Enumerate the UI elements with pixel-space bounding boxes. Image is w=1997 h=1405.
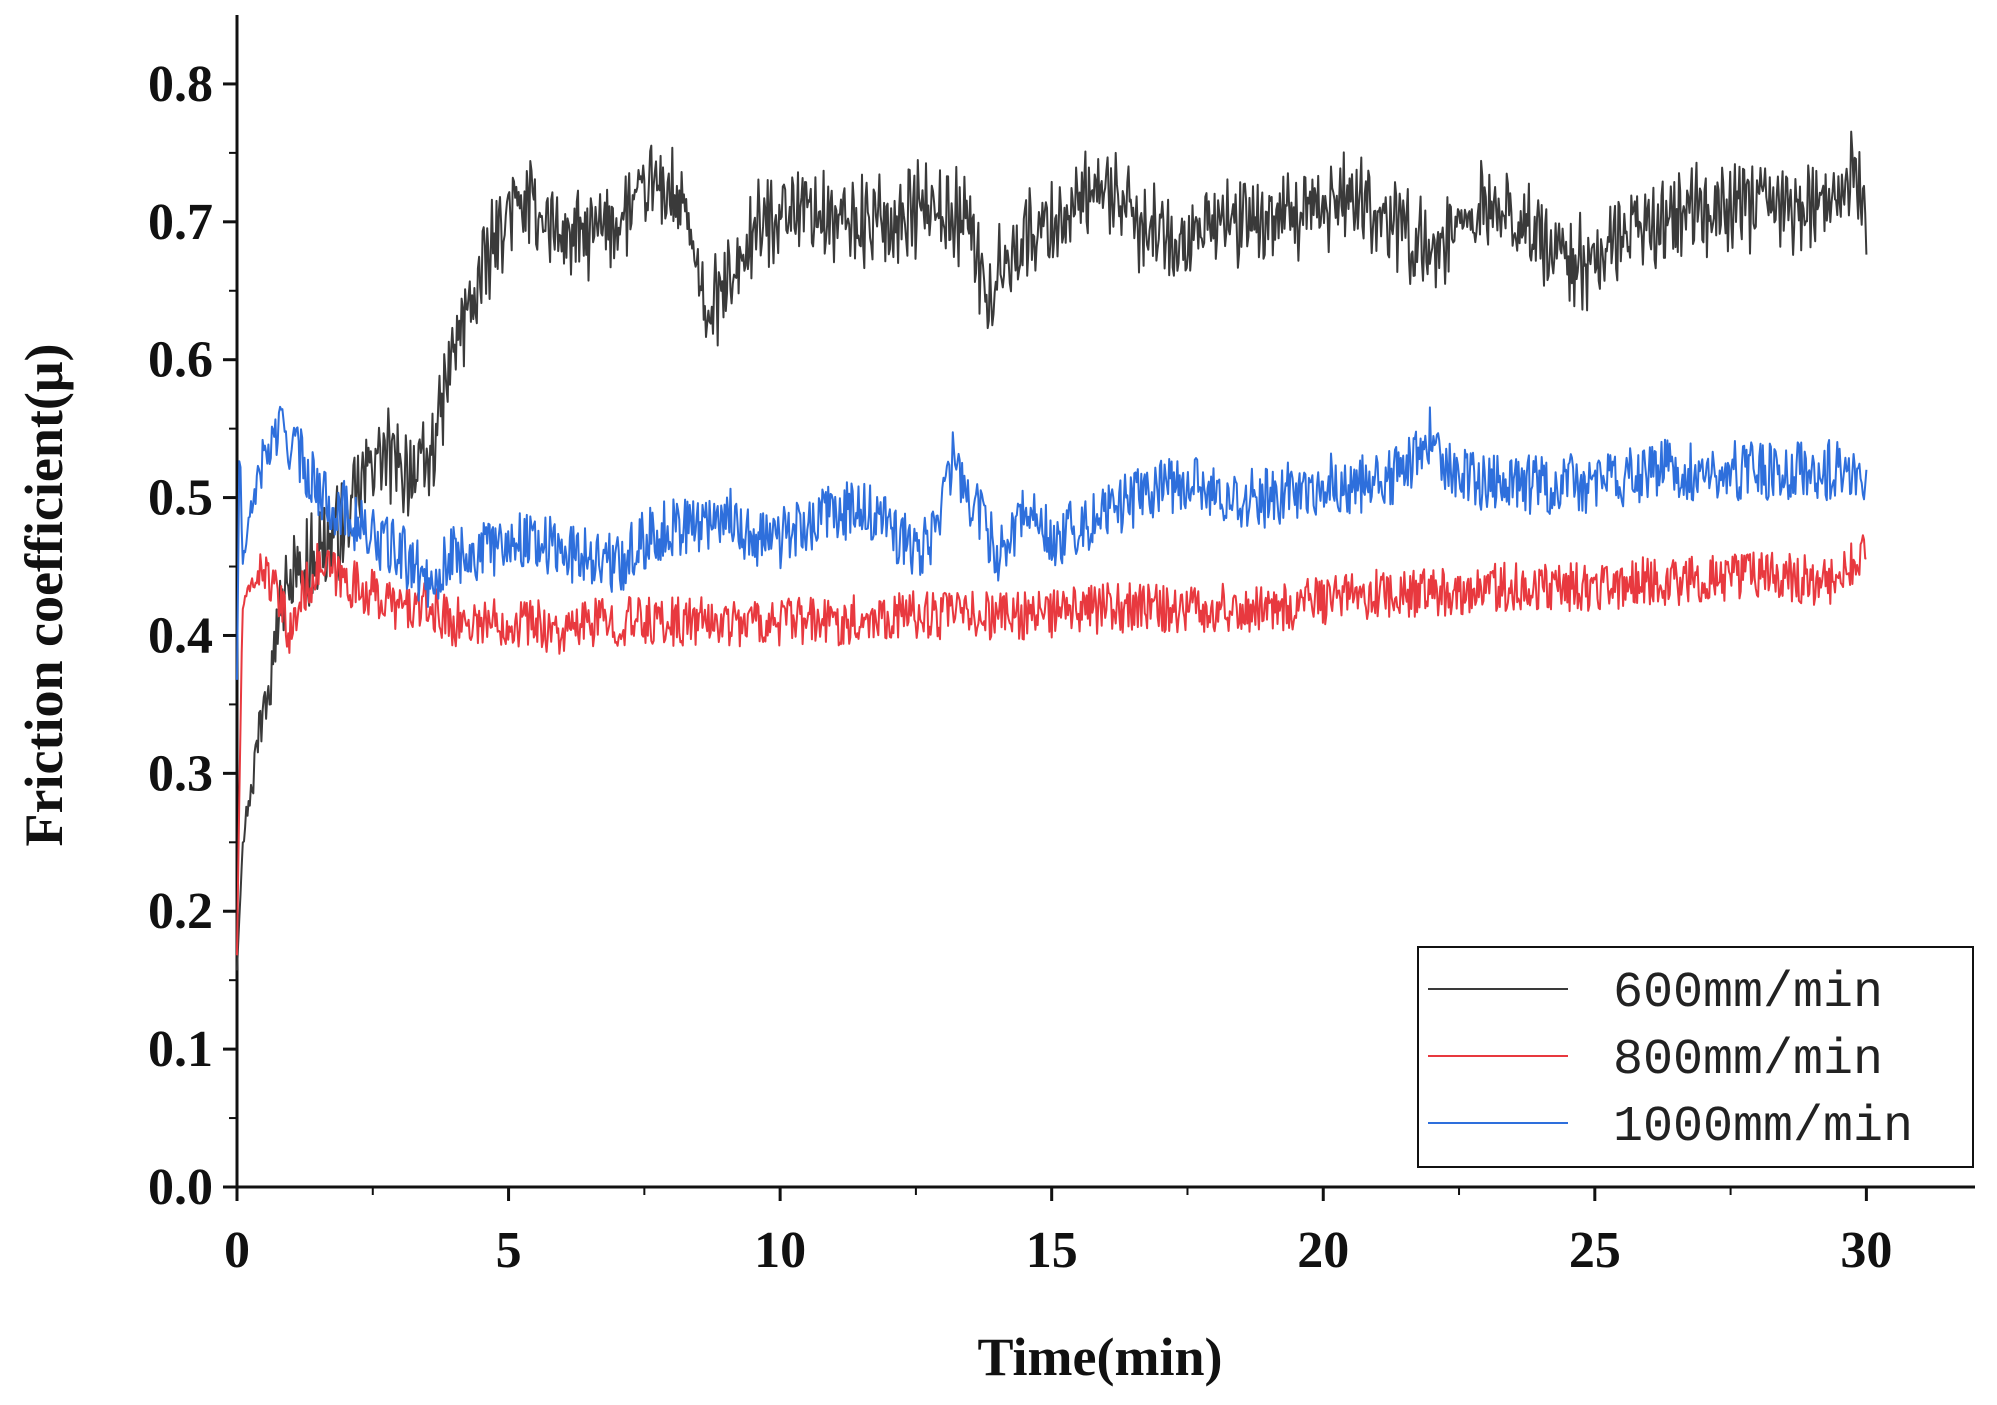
y-tick-label: 0.4	[148, 607, 213, 664]
x-tick-label: 10	[754, 1222, 806, 1279]
x-tick-label: 30	[1840, 1222, 1892, 1279]
y-axis-title: Friction coefficient(μ)	[14, 344, 74, 847]
x-tick-label: 15	[1026, 1222, 1078, 1279]
series-line-3	[236, 405, 1868, 680]
x-tick-label: 0	[224, 1222, 250, 1279]
series-line-2	[236, 534, 1867, 956]
y-tick-label: 0.0	[148, 1159, 213, 1216]
series-group	[236, 130, 1868, 971]
y-tick-label: 0.3	[148, 745, 213, 802]
y-tick-label: 0.5	[148, 470, 213, 527]
x-tick-label: 20	[1297, 1222, 1349, 1279]
x-tick-label: 5	[496, 1222, 522, 1279]
axes: 0.0 0.1 0.2 0.3 0.4 0.5 0.6 0.7 0.8 0 5 10 15 20 25 30	[148, 15, 1975, 1279]
x-axis-title: Time(min)	[978, 1327, 1223, 1387]
legend-label-3: 1000mm/min	[1613, 1099, 1913, 1156]
legend: 600mm/min 800mm/min 1000mm/min	[1417, 946, 1974, 1168]
y-tick-label: 0.6	[148, 332, 213, 389]
x-tick-label: 25	[1569, 1222, 1621, 1279]
y-tick-label: 0.1	[148, 1021, 213, 1078]
legend-label-1: 600mm/min	[1613, 965, 1883, 1022]
series-line-1	[236, 130, 1868, 971]
y-tick-label: 0.2	[148, 883, 213, 940]
y-tick-label: 0.7	[148, 194, 213, 251]
y-tick-label: 0.8	[148, 56, 213, 113]
legend-label-2: 800mm/min	[1613, 1032, 1883, 1089]
